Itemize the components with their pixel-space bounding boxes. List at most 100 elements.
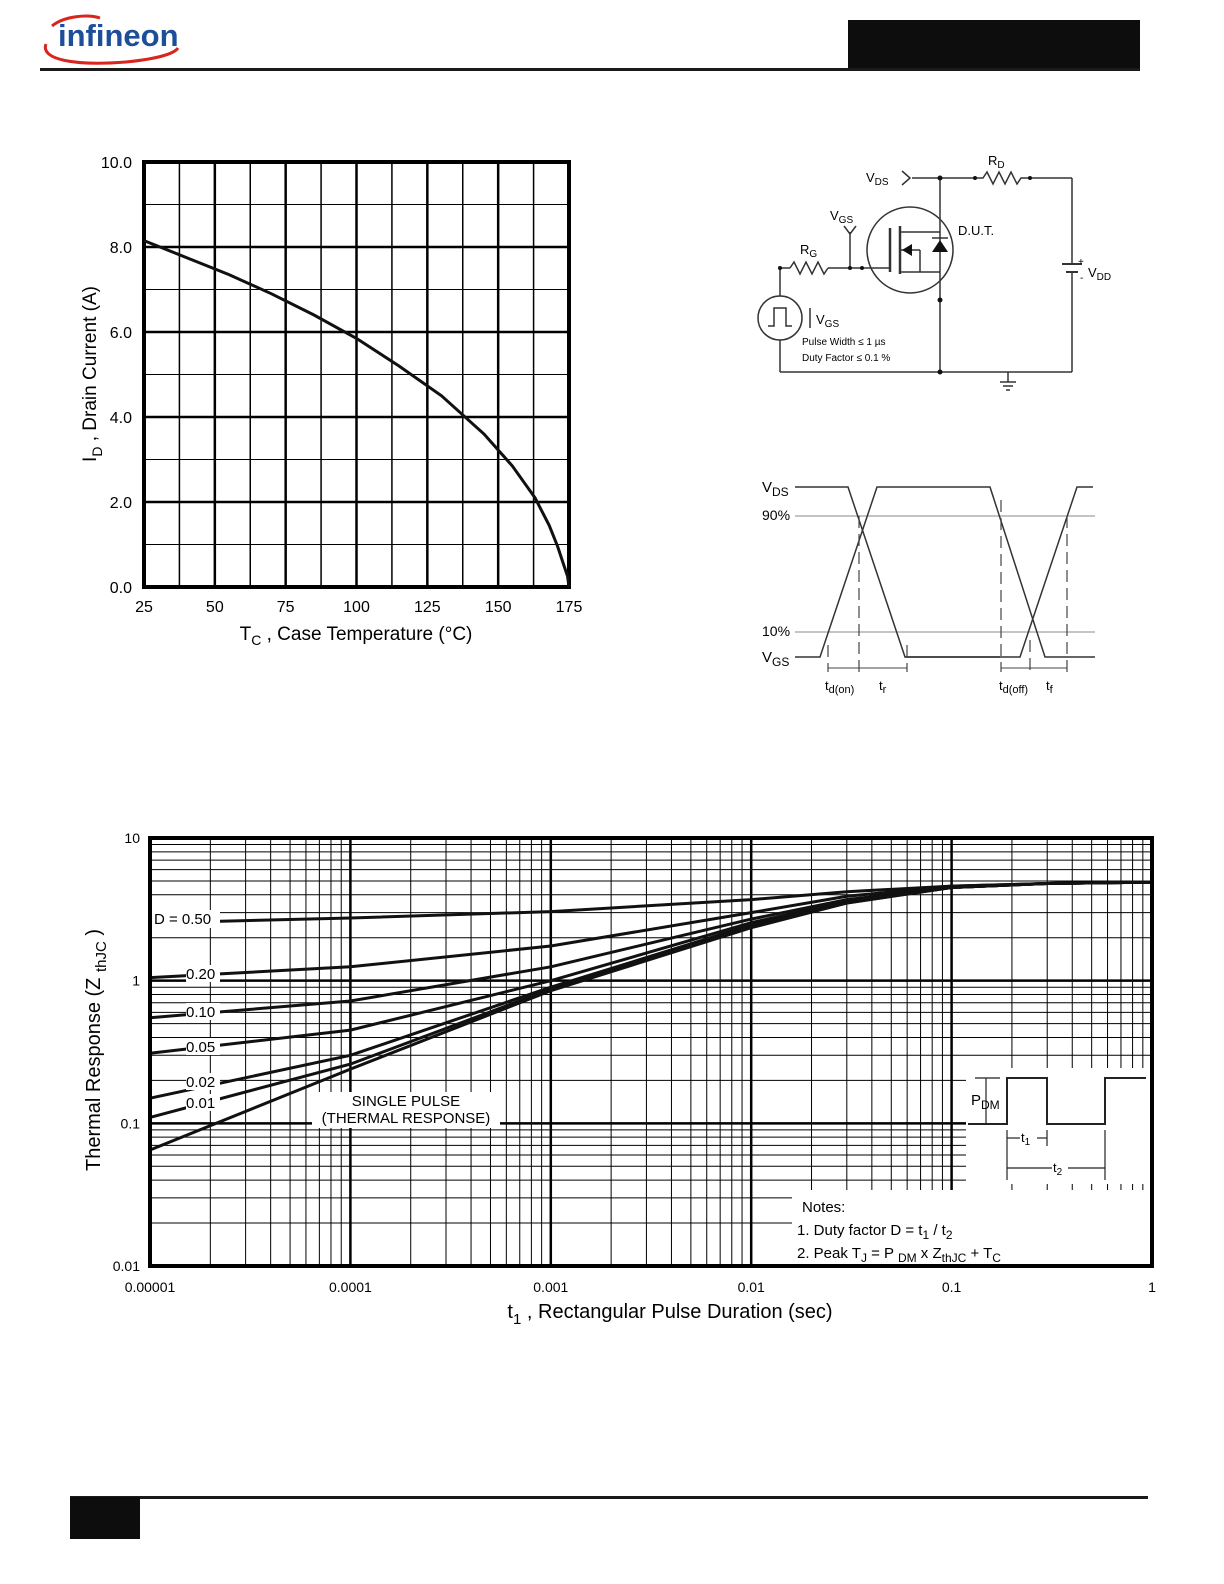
notes-title: Notes: bbox=[802, 1199, 845, 1216]
circuit-rd-label: RD bbox=[988, 153, 1005, 171]
chart1-y-tick-label: 2.0 bbox=[110, 495, 132, 512]
chart1-tick-labels: 25 50 75 100 125 150 175 0.0 2.0 4.0 6.0 8.0 10.0 bbox=[101, 155, 583, 616]
label-mask-001 bbox=[186, 1094, 220, 1111]
tf-label: tf bbox=[1046, 678, 1054, 696]
thermal-response-chart: 0.00001 0.0001 0.001 0.01 0.1 1 0.01 0.1 1 10 D =… bbox=[83, 830, 1156, 1328]
label-mask-010 bbox=[186, 1003, 220, 1020]
vds-second-trace bbox=[905, 486, 1093, 658]
single-pulse-mask bbox=[312, 1092, 500, 1128]
chart1-x-tick-label: 50 bbox=[206, 599, 224, 616]
chart1-y-tick-label: 4.0 bbox=[110, 410, 132, 427]
chart1-x-axis-label: TC , Case Temperature (°C) bbox=[240, 624, 473, 648]
pulse-train-inset bbox=[968, 1077, 1146, 1125]
single-pulse-label-line1: SINGLE PULSE bbox=[352, 1093, 460, 1110]
single-pulse-label-line2: (THERMAL RESPONSE) bbox=[322, 1110, 491, 1127]
wave-vgs-label: VGS bbox=[762, 649, 789, 669]
chart1-x-tick-label: 75 bbox=[277, 599, 295, 616]
t1-label: t1 bbox=[1021, 1130, 1031, 1148]
pdm-label: PDM bbox=[971, 1092, 1000, 1112]
note-peak-tj: 2. Peak TJ = P DM x ZthJC + TC bbox=[797, 1245, 1001, 1265]
chart2-y-tick-label: 1 bbox=[132, 973, 140, 989]
chart1-x-tick-label: 100 bbox=[343, 599, 370, 616]
switching-waveform: VDS 90% 10% VGS td(on) tr td(off) tf bbox=[762, 479, 1095, 696]
node-gen bbox=[778, 266, 782, 270]
pulse-inset-mask bbox=[966, 1068, 1150, 1184]
vds-terminal-arrow bbox=[901, 170, 912, 186]
logo-swoosh-top bbox=[51, 14, 101, 28]
series-label-002: 0.02 bbox=[186, 1074, 215, 1091]
header-title-block bbox=[848, 20, 1140, 71]
pulse-width-note: Pulse Width ≤ 1 µs bbox=[802, 337, 886, 348]
chart2-x-tick-label: 0.0001 bbox=[329, 1279, 372, 1295]
mosfet-body-circle bbox=[866, 206, 954, 294]
drain-current-curve bbox=[143, 239, 571, 588]
vgs-probe-arrow bbox=[843, 225, 857, 236]
circuit-vgs-label: VGS bbox=[830, 208, 853, 226]
resistor-rg bbox=[789, 260, 829, 276]
circuit-dut-label: D.U.T. bbox=[958, 223, 994, 238]
thermal-curve-3 bbox=[149, 880, 1153, 1055]
node-rd-right bbox=[1028, 176, 1032, 180]
chart2-x-tick-label: 0.00001 bbox=[125, 1279, 176, 1295]
tr-label: tr bbox=[879, 678, 887, 696]
generator-vgs-label: VGS bbox=[816, 312, 839, 330]
node-gate2 bbox=[860, 266, 864, 270]
t2-label: t2 bbox=[1053, 1160, 1063, 1178]
chart2-x-tick-label: 0.01 bbox=[738, 1279, 765, 1295]
circuit-rg-label: RG bbox=[800, 242, 817, 260]
chart2-y-tick-label: 0.01 bbox=[113, 1258, 140, 1274]
thermal-curve-1 bbox=[149, 880, 1153, 980]
series-label-005: 0.05 bbox=[186, 1039, 215, 1056]
series-label-010: 0.10 bbox=[186, 1004, 215, 1021]
chart1-frame bbox=[142, 160, 571, 589]
infineon-logo: infineon bbox=[43, 14, 180, 65]
tdon-label: td(on) bbox=[825, 678, 854, 696]
chart1-y-tick-label: 0.0 bbox=[110, 580, 132, 597]
chart1-y-tick-label: 10.0 bbox=[101, 155, 132, 172]
body-diode bbox=[932, 240, 948, 252]
chart1-y-axis-label: ID , Drain Current (A) bbox=[80, 286, 105, 462]
thermal-curve-6 bbox=[149, 880, 1153, 1152]
thermal-curve-4 bbox=[149, 880, 1153, 1100]
drain-current-chart: 25 50 75 100 125 150 175 0.0 2.0 4.0 6.0 8.0 10.0 TC… bbox=[80, 155, 583, 648]
duty-factor-note: Duty Factor ≤ 0.1 % bbox=[802, 353, 890, 364]
mosfet-arrow bbox=[902, 244, 912, 256]
label-mask-005 bbox=[186, 1038, 220, 1055]
chart1-y-tick-label: 8.0 bbox=[110, 240, 132, 257]
chart1-y-tick-label: 6.0 bbox=[110, 325, 132, 342]
footer-rule bbox=[70, 1496, 1148, 1499]
node-top bbox=[937, 175, 943, 181]
circuit-vdd-label: VDD bbox=[1088, 265, 1111, 283]
chart1-x-tick-label: 125 bbox=[414, 599, 441, 616]
wave-10-label: 10% bbox=[762, 623, 790, 639]
chart2-y-tick-label: 10 bbox=[124, 830, 140, 846]
wave-vds-label: VDS bbox=[762, 479, 789, 499]
logo-swoosh bbox=[43, 43, 180, 65]
label-mask-020 bbox=[186, 965, 220, 982]
header-rule bbox=[40, 68, 1140, 71]
switching-test-circuit: VDS VGS RD RG D.U.T. + - VDD VGS Pulse W… bbox=[757, 153, 1111, 391]
thermal-curve-2 bbox=[149, 880, 1153, 1020]
tdoff-label: td(off) bbox=[999, 678, 1028, 696]
chart2-x-axis-label: t1 , Rectangular Pulse Duration (sec) bbox=[507, 1301, 832, 1328]
node-source bbox=[937, 297, 943, 303]
battery-plus: + bbox=[1078, 257, 1084, 268]
chart1-x-tick-label: 175 bbox=[556, 599, 583, 616]
chart2-tick-labels: 0.00001 0.0001 0.001 0.01 0.1 1 0.01 0.1 1 10 bbox=[113, 830, 1156, 1295]
notes-mask bbox=[792, 1190, 1150, 1266]
footer-page-block bbox=[70, 1497, 140, 1539]
brand-name: infineon bbox=[58, 18, 179, 53]
label-mask-050 bbox=[152, 910, 220, 928]
pulse-symbol bbox=[768, 307, 792, 327]
chart2-y-tick-label: 0.1 bbox=[121, 1115, 141, 1131]
note-duty-factor: 1. Duty factor D = t1 / t2 bbox=[797, 1222, 953, 1242]
node-bottom bbox=[937, 369, 943, 375]
chart1-x-tick-label: 25 bbox=[135, 599, 153, 616]
wave-90-label: 90% bbox=[762, 507, 790, 523]
chart2-x-tick-label: 0.1 bbox=[942, 1279, 962, 1295]
series-label-001: 0.01 bbox=[186, 1095, 215, 1112]
chart2-y-axis-label: Thermal Response (Z thJC ) bbox=[83, 929, 110, 1171]
chart2-frame bbox=[148, 836, 1154, 1268]
chart1-x-tick-label: 150 bbox=[485, 599, 512, 616]
node-gate bbox=[848, 266, 852, 270]
